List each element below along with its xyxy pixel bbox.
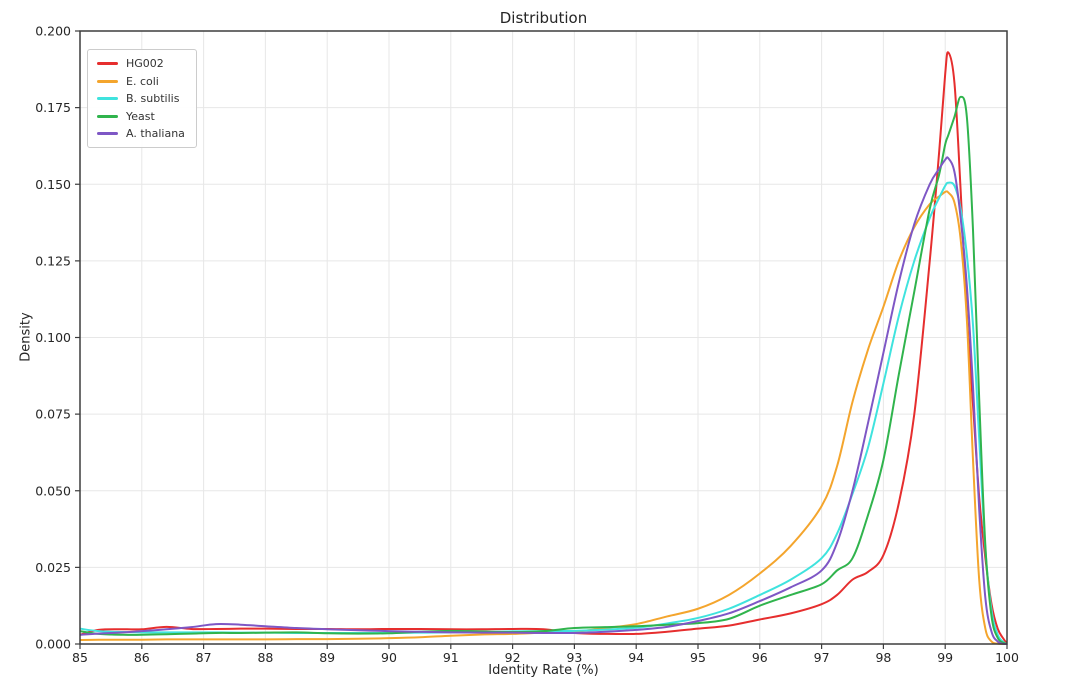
legend-label: HG002: [126, 57, 164, 70]
y-tick-label: 0.200: [35, 24, 71, 39]
legend-item-0: HG002: [97, 57, 185, 70]
series-curve-3: [80, 95, 1007, 645]
y-tick-label: 0.125: [35, 253, 71, 268]
y-tick-label: 0.025: [35, 560, 71, 575]
x-axis-label: Identity Rate (%): [488, 663, 599, 678]
legend-item-3: Yeast: [97, 110, 185, 123]
x-tick-label: 90: [381, 650, 397, 665]
legend-label: E. coli: [126, 74, 159, 88]
x-tick-label: 93: [566, 650, 582, 665]
series-curve-1: [80, 190, 1007, 645]
x-tick-label: 86: [134, 650, 150, 665]
legend-swatch-icon: [97, 132, 118, 135]
legend-item-1: E. coli: [97, 75, 185, 88]
x-tick-label: 99: [937, 650, 953, 665]
legend-label: A. thaliana: [126, 127, 185, 140]
x-tick-label: 89: [319, 650, 335, 665]
series-curve-2: [80, 181, 1007, 645]
y-tick-label: 0.175: [35, 100, 71, 115]
y-tick-label: 0.000: [35, 637, 71, 652]
y-tick-label: 0.075: [35, 407, 71, 422]
legend-swatch-icon: [97, 97, 118, 100]
y-tick-label: 0.150: [35, 177, 71, 192]
x-tick-label: 100: [995, 650, 1019, 665]
x-tick-label: 85: [72, 650, 88, 665]
series-curve-4: [80, 156, 1007, 645]
x-tick-label: 92: [505, 650, 521, 665]
legend: HG002 E. coli B. subtilis Yeast A. thaliana: [87, 49, 197, 148]
x-tick-label: 88: [257, 650, 273, 665]
legend-swatch-icon: [97, 114, 118, 118]
x-tick-label: 87: [196, 650, 212, 665]
x-tick-label: 96: [752, 650, 768, 665]
legend-swatch-icon: [97, 79, 118, 83]
legend-label: Yeast: [126, 109, 155, 123]
x-tick-label: 95: [690, 650, 706, 665]
legend-item-4: A. thaliana: [97, 127, 185, 140]
x-tick-label: 97: [814, 650, 830, 665]
y-axis-label: Density: [18, 312, 34, 362]
legend-swatch-icon: [97, 62, 118, 65]
chart-title: Distribution: [499, 9, 588, 27]
legend-label: B. subtilis: [126, 92, 180, 105]
y-tick-label: 0.100: [35, 330, 71, 345]
x-tick-label: 98: [875, 650, 891, 665]
y-tick-label: 0.050: [35, 483, 71, 498]
x-tick-label: 91: [443, 650, 459, 665]
legend-item-2: B. subtilis: [97, 92, 185, 105]
x-tick-label: 94: [628, 650, 644, 665]
